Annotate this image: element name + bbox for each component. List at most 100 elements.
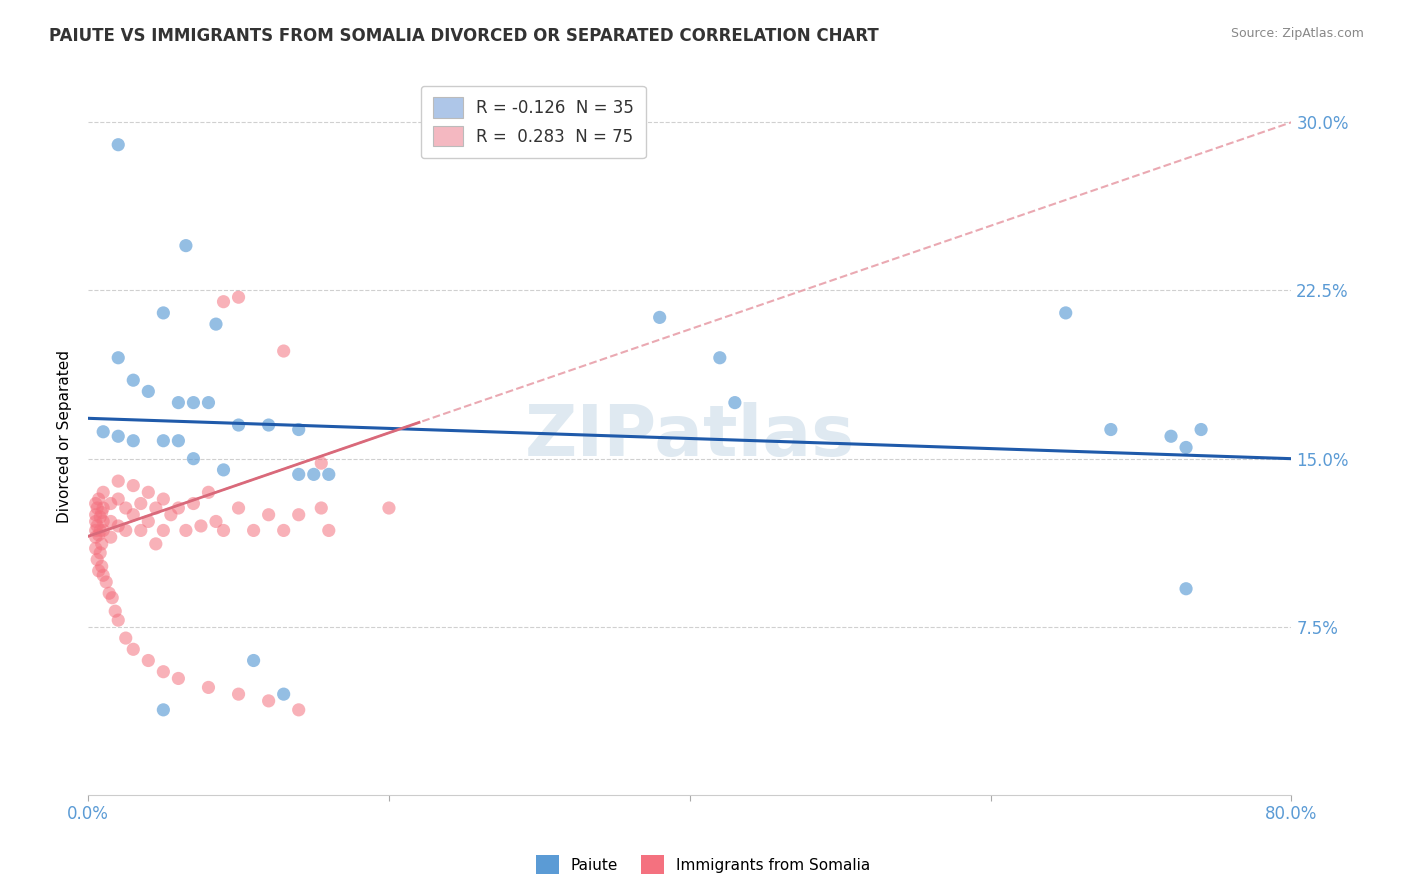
Point	[1160, 429, 1182, 443]
Point	[242, 653, 264, 667]
Point	[709, 351, 731, 365]
Point	[136, 384, 159, 399]
Point	[648, 310, 671, 325]
Point	[287, 508, 309, 522]
Point	[84, 496, 107, 510]
Point	[89, 546, 111, 560]
Point	[107, 137, 129, 152]
Point	[107, 474, 129, 488]
Point	[197, 395, 219, 409]
Point	[287, 423, 309, 437]
Point	[145, 537, 167, 551]
Point	[136, 515, 159, 529]
Point	[129, 496, 152, 510]
Point	[287, 703, 309, 717]
Point	[100, 515, 122, 529]
Point	[136, 653, 159, 667]
Point	[190, 519, 212, 533]
Y-axis label: Divorced or Separated: Divorced or Separated	[58, 350, 72, 523]
Point	[91, 485, 114, 500]
Point	[205, 515, 228, 529]
Point	[273, 524, 295, 538]
Point	[84, 530, 107, 544]
Point	[86, 501, 108, 516]
Point	[84, 515, 107, 529]
Point	[257, 694, 280, 708]
Point	[1175, 441, 1198, 455]
Point	[724, 395, 747, 409]
Point	[96, 574, 118, 589]
Point	[114, 501, 136, 516]
Point	[228, 290, 250, 304]
Point	[1099, 423, 1122, 437]
Point	[89, 510, 111, 524]
Point	[87, 528, 110, 542]
Point	[228, 501, 250, 516]
Point	[91, 425, 114, 439]
Point	[197, 485, 219, 500]
Point	[122, 508, 145, 522]
Legend: R = -0.126  N = 35, R =  0.283  N = 75: R = -0.126 N = 35, R = 0.283 N = 75	[420, 86, 645, 158]
Point	[84, 524, 107, 538]
Point	[90, 559, 112, 574]
Point	[273, 687, 295, 701]
Point	[378, 501, 401, 516]
Point	[167, 395, 190, 409]
Point	[302, 467, 325, 482]
Text: Source: ZipAtlas.com: Source: ZipAtlas.com	[1230, 27, 1364, 40]
Text: PAIUTE VS IMMIGRANTS FROM SOMALIA DIVORCED OR SEPARATED CORRELATION CHART: PAIUTE VS IMMIGRANTS FROM SOMALIA DIVORC…	[49, 27, 879, 45]
Point	[242, 524, 264, 538]
Point	[86, 552, 108, 566]
Point	[152, 491, 174, 506]
Point	[257, 508, 280, 522]
Point	[122, 478, 145, 492]
Point	[183, 395, 205, 409]
Text: ZIPatlas: ZIPatlas	[524, 401, 855, 471]
Point	[212, 524, 235, 538]
Point	[152, 306, 174, 320]
Point	[104, 604, 127, 618]
Point	[309, 501, 332, 516]
Point	[107, 613, 129, 627]
Point	[98, 586, 121, 600]
Point	[152, 434, 174, 448]
Point	[174, 238, 197, 252]
Point	[122, 434, 145, 448]
Point	[174, 524, 197, 538]
Point	[100, 530, 122, 544]
Point	[309, 456, 332, 470]
Point	[1189, 423, 1212, 437]
Point	[167, 501, 190, 516]
Point	[160, 508, 183, 522]
Point	[86, 519, 108, 533]
Point	[90, 506, 112, 520]
Point	[145, 501, 167, 516]
Point	[114, 524, 136, 538]
Point	[152, 524, 174, 538]
Point	[91, 501, 114, 516]
Point	[152, 703, 174, 717]
Point	[122, 642, 145, 657]
Point	[100, 496, 122, 510]
Point	[107, 351, 129, 365]
Point	[87, 491, 110, 506]
Point	[91, 568, 114, 582]
Point	[183, 451, 205, 466]
Point	[1175, 582, 1198, 596]
Point	[136, 485, 159, 500]
Point	[167, 672, 190, 686]
Point	[107, 491, 129, 506]
Point	[212, 463, 235, 477]
Point	[287, 467, 309, 482]
Point	[318, 467, 340, 482]
Point	[167, 434, 190, 448]
Point	[87, 564, 110, 578]
Point	[1054, 306, 1077, 320]
Point	[183, 496, 205, 510]
Point	[318, 524, 340, 538]
Point	[107, 519, 129, 533]
Point	[257, 418, 280, 433]
Point	[107, 429, 129, 443]
Point	[114, 631, 136, 645]
Point	[129, 524, 152, 538]
